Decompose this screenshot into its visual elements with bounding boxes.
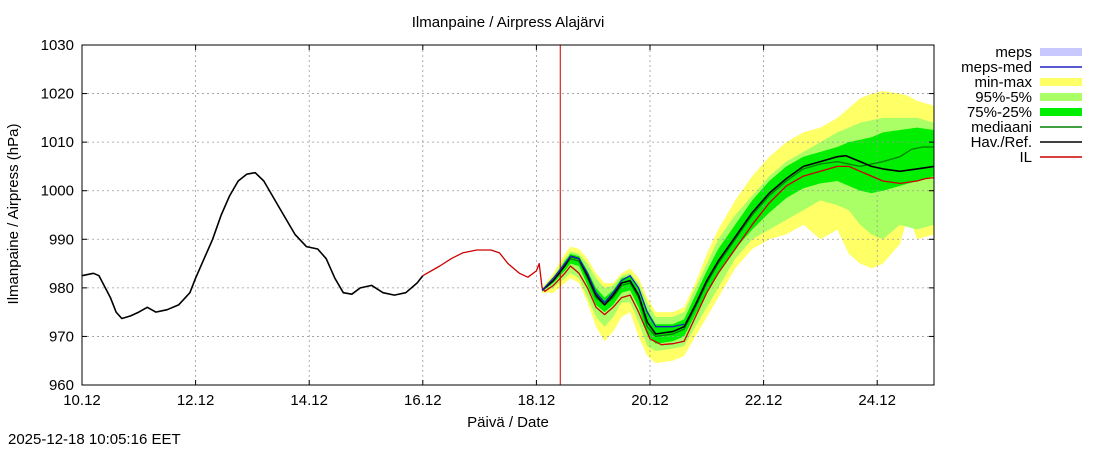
x-tick-label: 12.12 bbox=[177, 392, 215, 409]
series-line-hav-ref- bbox=[81, 171, 424, 320]
y-tick-label: 980 bbox=[49, 280, 74, 297]
legend: mepsmeps-medmin-max95%-5%75%-25%mediaani… bbox=[961, 44, 1082, 166]
lines-layer bbox=[81, 45, 935, 385]
y-axis-label: Ilmanpaine / Airpress (hPa) bbox=[5, 124, 22, 305]
legend-label: IL bbox=[1019, 149, 1032, 166]
y-tick-label: 1010 bbox=[41, 134, 74, 151]
legend-label: meps bbox=[995, 44, 1032, 61]
series-line-il bbox=[422, 165, 935, 346]
legend-swatch bbox=[1040, 108, 1082, 116]
legend-swatch bbox=[1040, 93, 1082, 101]
timestamp: 2025-12-18 10:05:16 EET bbox=[8, 431, 181, 448]
x-tick-label: 24.12 bbox=[858, 392, 896, 409]
y-tick-label: 970 bbox=[49, 328, 74, 345]
y-tick-label: 1000 bbox=[41, 183, 74, 200]
legend-swatch bbox=[1040, 48, 1082, 56]
legend-label: mediaani bbox=[971, 119, 1032, 136]
x-tick-label: 10.12 bbox=[63, 392, 101, 409]
x-tick-label: 22.12 bbox=[745, 392, 783, 409]
legend-label: 75%-25% bbox=[967, 104, 1032, 121]
plot-frame bbox=[81, 44, 935, 386]
y-tick-label: 1030 bbox=[41, 37, 74, 54]
bands-layer bbox=[542, 91, 934, 364]
legend-label: min-max bbox=[974, 74, 1032, 91]
x-axis-label: Päivä / Date bbox=[467, 414, 549, 431]
y-tick-label: 990 bbox=[49, 231, 74, 248]
axes-layer bbox=[81, 44, 935, 386]
chart-title: Ilmanpaine / Airpress Alajärvi bbox=[412, 14, 605, 31]
x-tick-label: 14.12 bbox=[290, 392, 328, 409]
legend-label: Hav./Ref. bbox=[971, 134, 1032, 151]
ticks-layer: 10.12 12.12 14.12 16.12 18.12 20.12 22.12 24.12… bbox=[41, 37, 934, 409]
series-line-mediaani bbox=[541, 146, 934, 338]
series-line-hav-ref-forecast bbox=[541, 154, 935, 335]
legend-label: meps-med bbox=[961, 59, 1032, 76]
grid-layer bbox=[82, 45, 934, 385]
x-tick-label: 18.12 bbox=[518, 392, 556, 409]
legend-swatch bbox=[1040, 78, 1082, 86]
x-tick-label: 16.12 bbox=[404, 392, 442, 409]
y-tick-label: 960 bbox=[49, 377, 74, 394]
legend-label: 95%-5% bbox=[975, 89, 1032, 106]
series-line-meps-med bbox=[541, 255, 685, 328]
x-tick-label: 20.12 bbox=[631, 392, 669, 409]
y-tick-label: 1020 bbox=[41, 86, 74, 103]
